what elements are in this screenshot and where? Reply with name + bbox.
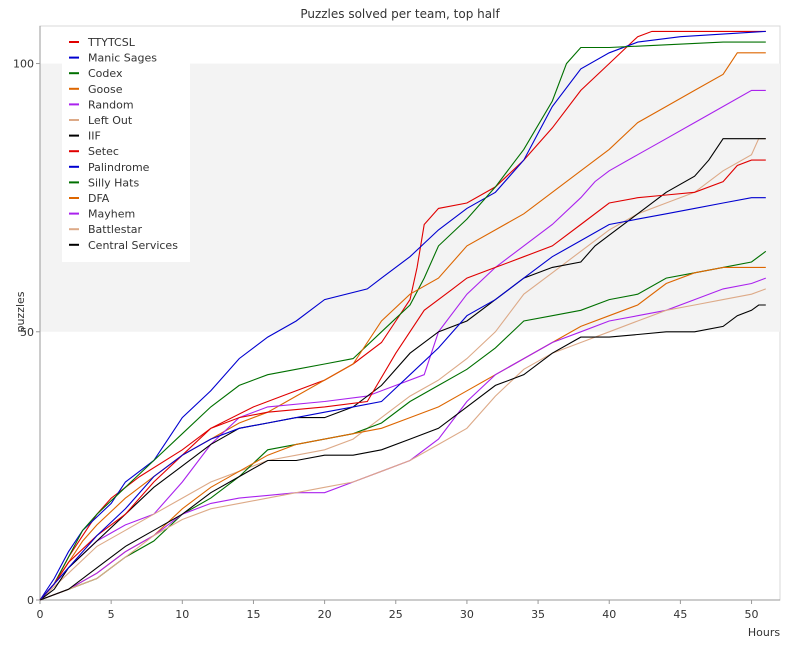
x-tick-label: 25	[389, 608, 403, 621]
x-tick-label: 50	[745, 608, 759, 621]
legend-label: Mayhem	[88, 208, 135, 221]
legend-label: Setec	[88, 145, 119, 158]
x-tick-label: 15	[246, 608, 260, 621]
x-tick-label: 20	[318, 608, 332, 621]
legend-label: TTYTCSL	[87, 36, 136, 49]
series-line-battlestar	[39, 288, 766, 601]
y-tick-label: 100	[13, 58, 34, 71]
x-tick-label: 35	[531, 608, 545, 621]
legend-label: Left Out	[88, 114, 133, 127]
series-line-left-out	[39, 138, 766, 601]
x-tick-label: 40	[602, 608, 616, 621]
x-tick-label: 30	[460, 608, 474, 621]
x-tick-label: 0	[37, 608, 44, 621]
legend-label: IIF	[88, 130, 101, 143]
series-line-central-services	[39, 304, 766, 601]
legend-label: Silly Hats	[88, 176, 139, 189]
x-tick-label: 45	[673, 608, 687, 621]
series-line-ttytcsl	[39, 30, 766, 601]
series-line-codex	[39, 41, 766, 601]
legend-label: Battlestar	[88, 223, 143, 236]
series-line-setec	[39, 159, 766, 601]
series-line-dfa	[39, 266, 766, 601]
x-tick-label: 10	[175, 608, 189, 621]
legend-label: Central Services	[88, 239, 178, 252]
y-tick-label: 0	[27, 594, 34, 607]
legend-label: Manic Sages	[88, 52, 157, 65]
series-line-silly-hats	[39, 250, 767, 601]
legend-label: Codex	[88, 67, 123, 80]
x-axis-label: Hours	[748, 626, 780, 639]
legend-label: Goose	[88, 83, 123, 96]
x-tick-label: 5	[108, 608, 115, 621]
legend-label: DFA	[88, 192, 110, 205]
legend: TTYTCSL Manic Sages Codex Goose Random Left O…	[69, 36, 178, 252]
series-layer	[39, 30, 767, 601]
series-line-goose	[39, 52, 766, 601]
y-tick-label: 50	[20, 326, 34, 339]
axes: 0 5 10 15 20 25 30 35 40 45 50 0 50 100	[13, 26, 780, 621]
legend-background	[62, 30, 190, 262]
legend-label: Palindrome	[88, 161, 150, 174]
series-line-iif	[39, 138, 766, 601]
y-axis-label: puzzles	[14, 291, 27, 332]
legend-label: Random	[88, 98, 134, 111]
chart-title: Puzzles solved per team, top half	[300, 7, 500, 21]
series-line-palindrome	[39, 197, 766, 601]
